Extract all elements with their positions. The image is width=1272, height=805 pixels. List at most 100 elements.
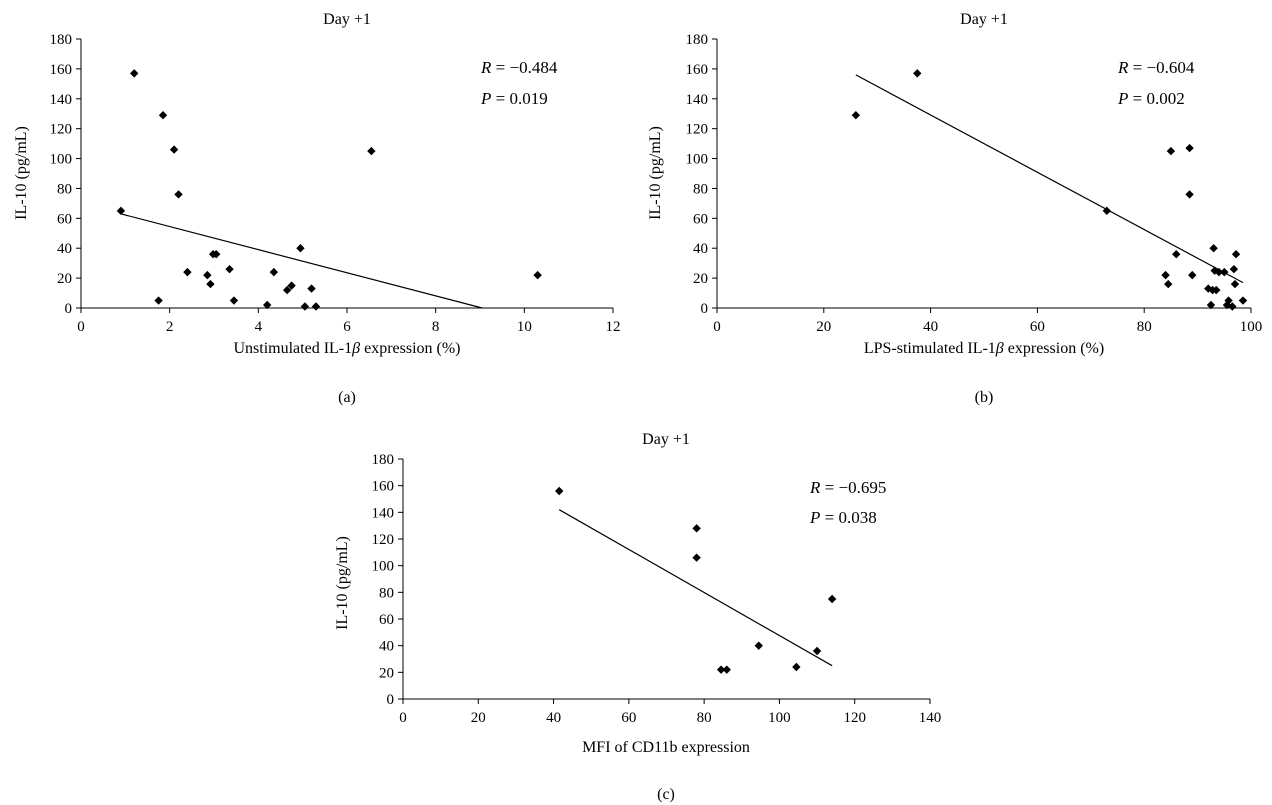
x-tick-label: 100 bbox=[768, 710, 791, 726]
y-axis-label: IL-10 (pg/mL) bbox=[334, 536, 351, 630]
x-axis-label: LPS-stimulated IL-1β expression (%) bbox=[864, 340, 1104, 357]
data-point bbox=[1161, 270, 1170, 280]
x-tick-label: 60 bbox=[621, 710, 636, 726]
data-point bbox=[154, 296, 163, 305]
regression-line bbox=[120, 213, 483, 309]
x-tick-label: 6 bbox=[343, 319, 351, 335]
x-tick-label: 60 bbox=[1030, 319, 1045, 335]
data-point bbox=[1212, 285, 1221, 295]
scatter-panel-b: Day +1 IL-10 (pg/mL) LPS-stimulated IL-1… bbox=[647, 11, 1262, 406]
y-tick-label: 20 bbox=[693, 271, 708, 287]
x-tick-label: 40 bbox=[546, 710, 561, 726]
y-tick-label: 80 bbox=[693, 181, 708, 197]
y-tick-label: 0 bbox=[701, 301, 709, 317]
data-point bbox=[1102, 206, 1112, 216]
data-point bbox=[792, 662, 801, 672]
data-point bbox=[1220, 267, 1229, 277]
x-tick-label: 40 bbox=[923, 319, 938, 335]
data-point bbox=[1230, 279, 1240, 289]
chart-title: Day +1 bbox=[642, 431, 690, 448]
data-point bbox=[263, 300, 272, 310]
y-tick-label: 160 bbox=[372, 479, 395, 495]
x-tick-label: 20 bbox=[816, 319, 831, 335]
chart-title: Day +1 bbox=[323, 11, 371, 28]
data-point bbox=[812, 646, 822, 656]
data-point bbox=[307, 284, 316, 293]
panel-caption: (b) bbox=[975, 389, 994, 406]
x-tick-label: 0 bbox=[713, 319, 721, 335]
data-point bbox=[183, 267, 192, 277]
y-tick-label: 60 bbox=[693, 211, 708, 227]
y-tick-label: 0 bbox=[387, 692, 395, 708]
data-point bbox=[203, 270, 212, 280]
p-statistic: P = 0.038 bbox=[809, 508, 877, 527]
x-tick-label: 0 bbox=[77, 319, 85, 335]
x-tick-label: 140 bbox=[919, 710, 942, 726]
y-tick-label: 180 bbox=[686, 32, 709, 48]
data-point bbox=[225, 264, 234, 274]
data-point bbox=[1206, 300, 1216, 310]
data-point bbox=[754, 641, 763, 650]
data-point bbox=[116, 206, 126, 216]
data-point bbox=[1166, 146, 1176, 156]
x-axis-label: MFI of CD11b expression bbox=[582, 739, 750, 756]
data-point bbox=[212, 250, 221, 259]
x-tick-label: 10 bbox=[517, 319, 532, 335]
y-tick-label: 20 bbox=[57, 271, 72, 287]
data-point bbox=[287, 281, 296, 290]
x-tick-label: 120 bbox=[843, 710, 866, 726]
data-point bbox=[1228, 302, 1237, 311]
data-point bbox=[1214, 267, 1224, 277]
data-point bbox=[1185, 143, 1194, 153]
y-tick-label: 0 bbox=[65, 301, 73, 317]
data-point bbox=[1231, 250, 1241, 259]
y-tick-label: 40 bbox=[57, 241, 72, 257]
y-axis-label: IL-10 (pg/mL) bbox=[647, 126, 664, 220]
panel-caption: (c) bbox=[657, 786, 675, 803]
data-point bbox=[913, 69, 922, 78]
y-tick-label: 100 bbox=[50, 152, 73, 168]
data-point bbox=[300, 302, 310, 311]
r-statistic: R = −0.484 bbox=[480, 58, 558, 77]
data-point bbox=[169, 145, 179, 154]
data-point bbox=[367, 146, 376, 156]
data-point bbox=[1172, 250, 1181, 259]
data-point bbox=[296, 244, 305, 253]
x-tick-label: 80 bbox=[697, 710, 712, 726]
x-tick-label: 12 bbox=[606, 319, 621, 335]
y-tick-label: 60 bbox=[57, 211, 72, 227]
data-point bbox=[716, 665, 726, 674]
r-statistic: R = −0.695 bbox=[809, 478, 886, 497]
data-point bbox=[692, 524, 701, 533]
data-point bbox=[533, 270, 542, 280]
y-tick-label: 160 bbox=[686, 62, 709, 78]
p-statistic: P = 0.002 bbox=[1117, 89, 1185, 108]
data-point bbox=[1209, 244, 1218, 253]
y-tick-label: 140 bbox=[372, 505, 395, 521]
regression-line bbox=[558, 509, 833, 667]
y-tick-label: 120 bbox=[50, 122, 73, 138]
data-point bbox=[1222, 300, 1232, 310]
data-point bbox=[827, 594, 837, 604]
data-point bbox=[1188, 270, 1197, 280]
data-point bbox=[130, 69, 139, 78]
y-tick-label: 120 bbox=[686, 122, 709, 138]
y-tick-label: 100 bbox=[372, 559, 395, 575]
chart-title: Day +1 bbox=[960, 11, 1008, 28]
data-point bbox=[311, 302, 321, 311]
y-tick-label: 80 bbox=[57, 181, 72, 197]
data-point bbox=[1229, 264, 1239, 274]
x-tick-label: 2 bbox=[166, 319, 174, 335]
y-tick-label: 160 bbox=[50, 62, 73, 78]
data-point bbox=[1185, 190, 1194, 199]
y-tick-label: 100 bbox=[686, 152, 709, 168]
scatter-panel-c: Day +1 IL-10 (pg/mL) MFI of CD11b expres… bbox=[334, 431, 941, 803]
y-tick-label: 180 bbox=[50, 32, 73, 48]
data-point bbox=[206, 279, 215, 289]
y-tick-label: 140 bbox=[686, 92, 709, 108]
y-tick-label: 180 bbox=[372, 452, 395, 468]
x-tick-label: 0 bbox=[399, 710, 407, 726]
y-tick-label: 20 bbox=[379, 665, 394, 681]
data-point bbox=[1224, 296, 1233, 305]
x-tick-label: 20 bbox=[471, 710, 486, 726]
